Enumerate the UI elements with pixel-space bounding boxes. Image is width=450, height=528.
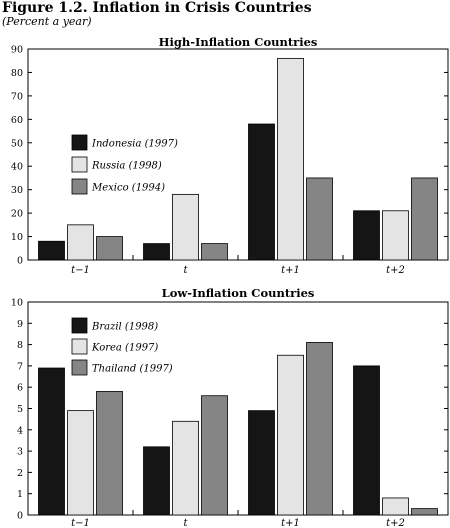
- high-inflation-x-tick-label: t−1: [71, 265, 90, 276]
- high-inflation-bar: [353, 210, 380, 261]
- high-inflation-bar: [201, 243, 228, 261]
- low-inflation-chart-title: Low-Inflation Countries: [162, 286, 315, 300]
- high-inflation-y-tick-label: 70: [11, 91, 23, 102]
- high-inflation-legend-label: Russia (1998): [91, 161, 162, 172]
- high-inflation-y-tick-label: 60: [11, 115, 23, 126]
- low-inflation-y-tick-label: 0: [17, 511, 23, 522]
- high-inflation-legend-label: Indonesia (1997): [91, 139, 178, 150]
- high-inflation-y-tick-label: 20: [11, 209, 23, 220]
- high-inflation-bar: [143, 243, 170, 261]
- low-inflation-bar: [201, 395, 228, 516]
- low-inflation-bar: [67, 410, 94, 516]
- high-inflation-bar: [96, 236, 123, 261]
- low-inflation-x-tick-label: t: [183, 518, 188, 528]
- low-inflation-legend-label: Brazil (1998): [91, 322, 158, 333]
- low-inflation-x-tick-label: t−1: [71, 518, 90, 528]
- high-inflation-x-tick-label: t: [183, 265, 188, 276]
- high-inflation-legend-swatch: [71, 134, 88, 151]
- high-inflation-bar: [38, 240, 65, 261]
- low-inflation-y-tick-label: 7: [17, 361, 23, 372]
- high-inflation-chart-title: High-Inflation Countries: [159, 35, 318, 49]
- low-inflation-legend-swatch: [71, 317, 88, 334]
- low-inflation-y-tick-label: 4: [17, 425, 23, 436]
- low-inflation-bar: [382, 497, 409, 516]
- high-inflation-bar: [172, 193, 199, 261]
- low-inflation-bar: [411, 508, 438, 516]
- low-inflation-y-tick-label: 1: [17, 489, 23, 500]
- high-inflation-bar: [411, 177, 438, 261]
- high-inflation-bar: [277, 57, 304, 261]
- high-inflation-y-tick-label: 30: [11, 185, 23, 196]
- high-inflation-bar: [67, 224, 94, 261]
- low-inflation-bar: [143, 446, 170, 516]
- low-inflation-bar: [248, 410, 275, 516]
- low-inflation-legend-swatch: [71, 338, 88, 355]
- high-inflation-y-tick-label: 40: [11, 162, 23, 173]
- high-inflation-y-tick-label: 90: [11, 45, 23, 56]
- high-inflation-bar: [382, 210, 409, 261]
- high-inflation-bar: [306, 177, 333, 261]
- figure-subtitle: (Percent a year): [2, 15, 92, 28]
- low-inflation-bar: [172, 420, 199, 516]
- low-inflation-y-tick-label: 10: [11, 298, 23, 309]
- low-inflation-bar: [353, 365, 380, 516]
- low-inflation-legend-swatch: [71, 359, 88, 376]
- low-inflation-legend-label: Korea (1997): [91, 343, 158, 354]
- low-inflation-bar: [277, 354, 304, 516]
- figure-title: Figure 1.2. Inflation in Crisis Countrie…: [2, 0, 312, 16]
- low-inflation-y-tick-label: 9: [17, 319, 23, 330]
- high-inflation-legend-label: Mexico (1994): [91, 183, 165, 194]
- low-inflation-bar: [38, 367, 65, 516]
- low-inflation-bar: [96, 391, 123, 516]
- low-inflation-y-tick-label: 3: [17, 447, 23, 458]
- high-inflation-bar: [248, 123, 275, 261]
- low-inflation-y-tick-label: 8: [17, 340, 23, 351]
- low-inflation-y-tick-label: 5: [17, 404, 23, 415]
- low-inflation-x-tick-label: t+1: [281, 518, 300, 528]
- high-inflation-y-tick-label: 50: [11, 138, 23, 149]
- low-inflation-legend-label: Thailand (1997): [92, 364, 173, 375]
- low-inflation-y-tick-label: 2: [17, 468, 23, 479]
- high-inflation-x-tick-label: t+1: [281, 265, 300, 276]
- high-inflation-x-tick-label: t+2: [386, 265, 405, 276]
- low-inflation-x-tick-label: t+2: [386, 518, 405, 528]
- low-inflation-bar: [306, 342, 333, 516]
- high-inflation-y-tick-label: 10: [11, 232, 23, 243]
- high-inflation-legend-swatch: [71, 156, 88, 173]
- high-inflation-y-tick-label: 0: [17, 256, 23, 267]
- low-inflation-y-tick-label: 6: [17, 383, 23, 394]
- high-inflation-y-tick-label: 80: [11, 68, 23, 79]
- high-inflation-legend-swatch: [71, 178, 88, 195]
